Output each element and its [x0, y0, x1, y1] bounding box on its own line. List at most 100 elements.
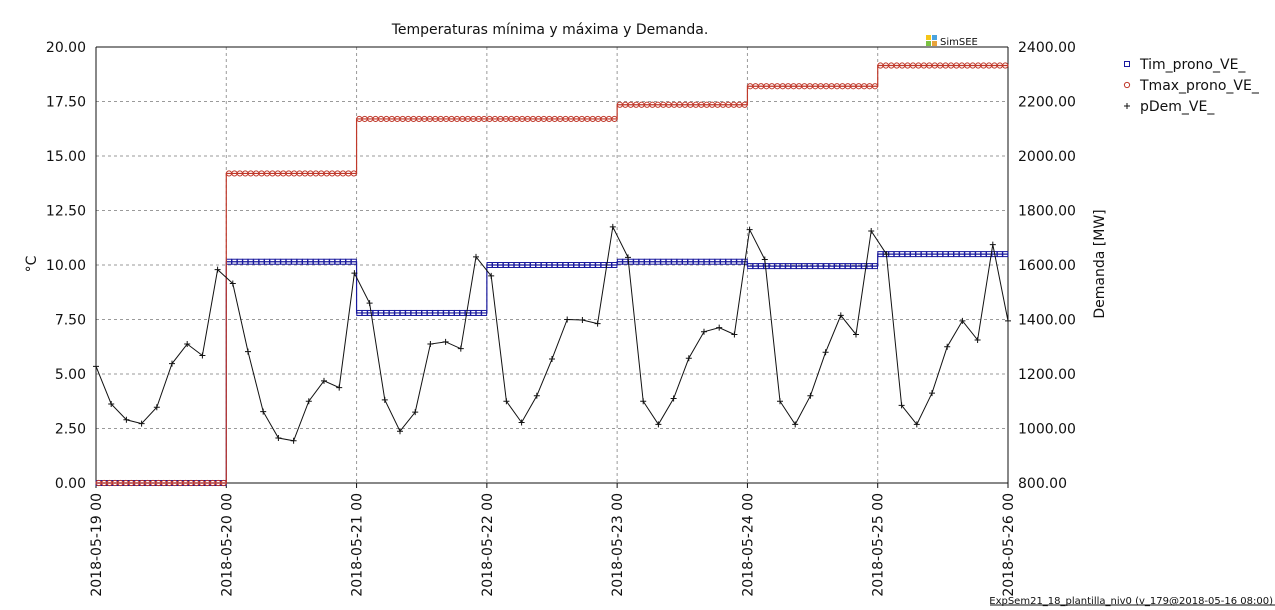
data-point [1123, 81, 1131, 89]
data-point [853, 331, 859, 338]
data-point [290, 437, 297, 444]
data-point [366, 300, 373, 307]
data-point [701, 328, 707, 335]
y2-tick-label: 1200.00 [1018, 367, 1076, 383]
data-point [245, 348, 251, 355]
data-point [731, 331, 738, 338]
data-point [837, 312, 844, 319]
legend-item: Tim_prono_VE_ [1124, 57, 1246, 73]
chart-title: Temperaturas mínima y máxima y Demanda. [391, 22, 709, 38]
data-point [974, 336, 981, 343]
legend-item: Tmax_prono_VE_ [1123, 78, 1260, 94]
data-point [564, 316, 571, 323]
y-tick-label: 0.00 [55, 476, 86, 492]
data-point [685, 355, 692, 362]
data-point [229, 280, 236, 287]
data-point [397, 428, 403, 435]
legend-label: pDem_VE_ [1140, 99, 1215, 115]
series-line [96, 64, 1008, 484]
x-tick-label: 2018-05-21 00 [350, 493, 366, 597]
data-point [594, 320, 601, 327]
data-point [93, 363, 99, 370]
data-point [381, 396, 388, 403]
series-layer [93, 62, 1011, 487]
data-point [138, 420, 145, 427]
data-point [807, 392, 814, 399]
data-point [321, 377, 327, 384]
data-point [761, 256, 768, 263]
y2-tick-label: 800.00 [1018, 476, 1067, 492]
data-point [169, 360, 175, 367]
series-Tim_prono_VE_ [95, 251, 1009, 486]
y2-axis-title: Demanda [MW] [1092, 209, 1108, 318]
data-point [741, 101, 748, 108]
legend-item: pDem_VE_ [1124, 99, 1215, 115]
brand-logo: SimSEE [926, 35, 978, 48]
axis-layer: 0.00 2.50 5.00 7.50 10.00 12.50 15.00 17.50 20.0… [46, 40, 1076, 597]
y-tick-label: 10.00 [46, 258, 86, 274]
x-tick-label: 2018-05-22 00 [480, 493, 496, 597]
x-tick-label: 2018-05-19 00 [89, 493, 105, 597]
data-point [350, 170, 357, 177]
y-tick-label: 15.00 [46, 149, 86, 165]
data-point [518, 419, 525, 426]
data-point [260, 408, 267, 415]
data-point [220, 479, 227, 487]
x-tick-label: 2018-05-24 00 [740, 493, 756, 597]
brand-square [932, 35, 937, 40]
data-point [989, 241, 996, 248]
data-point [427, 341, 434, 348]
data-point [457, 345, 464, 352]
data-point [488, 272, 495, 279]
series-line [96, 253, 1008, 484]
data-point [913, 421, 920, 428]
y2-tick-label: 2400.00 [1018, 40, 1076, 56]
data-point [944, 343, 951, 350]
data-point [123, 416, 130, 423]
brand-square [932, 41, 937, 46]
x-tick-label: 2018-05-20 00 [219, 493, 235, 597]
brand-square [926, 35, 931, 40]
data-point [305, 398, 312, 405]
data-point [611, 115, 618, 123]
data-point [442, 338, 449, 345]
series-Tmax_prono_VE_ [95, 62, 1009, 487]
data-point [716, 324, 723, 331]
data-point [549, 356, 555, 363]
data-point [868, 227, 875, 234]
brand-square [926, 41, 931, 46]
data-point [609, 223, 616, 230]
data-point [579, 317, 586, 324]
y2-tick-label: 1000.00 [1018, 422, 1076, 438]
data-point [792, 421, 799, 428]
data-point [473, 253, 479, 260]
legend: Tim_prono_VE_ Tmax_prono_VE_ pDem_VE_ [1123, 57, 1260, 115]
data-point [503, 398, 510, 405]
data-point [153, 404, 160, 411]
data-point [625, 254, 631, 261]
data-point [199, 352, 206, 359]
y-tick-label: 12.50 [46, 204, 86, 220]
data-point [883, 251, 890, 258]
y2-tick-label: 1800.00 [1018, 204, 1076, 220]
data-point [1124, 61, 1130, 67]
data-point [746, 226, 753, 233]
y2-tick-label: 1400.00 [1018, 313, 1076, 329]
y-tick-label: 2.50 [55, 422, 86, 438]
data-point [351, 270, 358, 277]
data-point [533, 392, 540, 399]
x-tick-label: 2018-05-23 00 [610, 493, 626, 597]
data-point [412, 409, 419, 416]
data-point [872, 263, 878, 270]
y-tick-label: 5.00 [55, 367, 86, 383]
data-point [350, 258, 357, 265]
series-pDem_VE_ [93, 223, 1011, 444]
brand-label: SimSEE [940, 37, 978, 48]
legend-label: Tim_prono_VE_ [1139, 57, 1246, 73]
data-point [1002, 62, 1009, 69]
data-point [1005, 317, 1011, 324]
data-point [1124, 103, 1130, 109]
data-point [898, 402, 905, 409]
y2-tick-label: 1600.00 [1018, 258, 1076, 274]
